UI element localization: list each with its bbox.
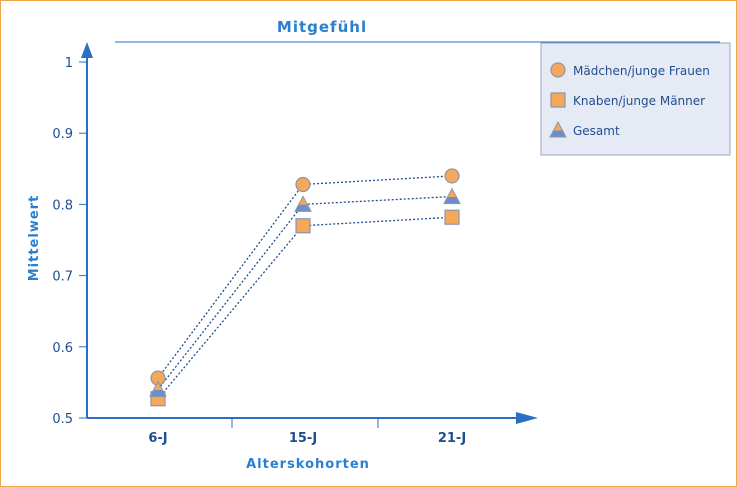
data-point	[294, 195, 312, 212]
legend-label: Knaben/junge Männer	[573, 94, 705, 108]
data-point	[444, 168, 460, 184]
x-axis-title: Alterskohorten	[246, 457, 370, 472]
y-tick-label: 0.5	[52, 412, 73, 427]
x-tick-label: 6-J	[148, 431, 167, 446]
data-point	[444, 209, 460, 225]
data-point	[295, 176, 311, 193]
x-labels: 6-J 15-J 21-J	[148, 418, 466, 446]
legend: Mädchen/junge Frauen Knaben/junge Männer G…	[540, 42, 731, 156]
legend-box	[540, 42, 731, 156]
legend-label: Gesamt	[573, 124, 620, 138]
legend-marker	[550, 62, 566, 78]
y-axis-title: Mittelwert	[27, 195, 42, 282]
y-axis-arrow	[81, 42, 93, 58]
x-tick-label: 21-J	[438, 431, 466, 446]
data-point	[295, 218, 311, 234]
legend-label: Mädchen/junge Frauen	[573, 64, 710, 78]
data-point	[149, 380, 167, 398]
series-line	[157, 216, 453, 400]
y-ticks: 0.5 0.6 0.7 0.8 0.9 1	[52, 56, 87, 427]
x-tick-label: 15-J	[289, 431, 317, 446]
y-tick-label: 0.8	[52, 198, 73, 213]
axes	[81, 42, 538, 424]
data-point	[443, 187, 461, 205]
chart-title: Mitgefühl	[277, 18, 367, 36]
y-tick-label: 0.7	[52, 270, 73, 285]
x-axis-arrow	[516, 412, 538, 424]
series-markers	[149, 168, 461, 407]
y-tick-label: 0.9	[52, 127, 73, 142]
legend-marker	[550, 92, 566, 108]
legend-marker	[549, 120, 567, 138]
y-tick-label: 1	[65, 56, 73, 71]
y-tick-label: 0.6	[52, 341, 73, 356]
